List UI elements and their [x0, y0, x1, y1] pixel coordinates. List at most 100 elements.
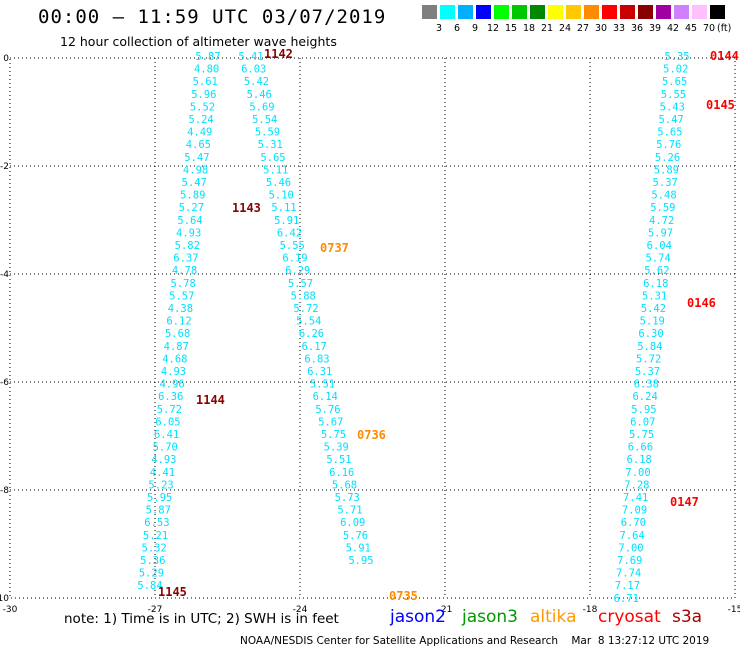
footnote: note: 1) Time is in UTC; 2) SWH is in fe… — [64, 611, 339, 627]
swh-value: 5.48 — [651, 190, 676, 202]
swh-value: 5.37 — [653, 177, 678, 189]
swh-value: 5.54 — [252, 114, 277, 126]
colorbar-unit: (ft) — [717, 23, 732, 34]
x-tick-label: -24 — [293, 605, 308, 615]
legend-s3a: s3a — [672, 607, 703, 627]
y-tick-label: 0 — [3, 54, 9, 64]
map-frame — [9, 57, 736, 599]
swh-value: 5.72 — [157, 404, 182, 416]
colorbar-label: 30 — [594, 23, 608, 34]
swh-value: 5.62 — [644, 265, 669, 277]
colorbar-swatch — [476, 5, 491, 19]
swh-value: 4.93 — [151, 454, 176, 466]
swh-value: 4.72 — [649, 215, 674, 227]
swh-value: 6.29 — [285, 265, 310, 277]
pass-time-label: 0144 — [710, 49, 739, 63]
colorbar-label: 33 — [612, 23, 626, 34]
colorbar-swatch — [656, 5, 671, 19]
y-tick-label: -4 — [0, 270, 9, 280]
swh-value: 5.89 — [180, 190, 205, 202]
colorbar-label: 15 — [504, 23, 518, 34]
swh-value: 5.73 — [335, 492, 360, 504]
colorbar-swatch — [620, 5, 635, 19]
swh-value: 4.38 — [168, 303, 193, 315]
y-tick-label: -6 — [0, 378, 9, 388]
swh-value: 5.32 — [142, 542, 167, 554]
swh-value: 5.43 — [660, 101, 685, 113]
pass-time-label: 1145 — [158, 585, 187, 599]
colorbar-label: 24 — [558, 23, 572, 34]
legend-altika: altika — [530, 607, 577, 627]
swh-value: 5.41 — [238, 51, 263, 63]
swh-value: 5.65 — [657, 127, 682, 139]
swh-value: 4.87 — [164, 341, 189, 353]
swh-value: 7.00 — [625, 467, 650, 479]
swh-value: 6.03 — [241, 64, 266, 76]
swh-value: 6.04 — [647, 240, 672, 252]
swh-value: 6.42 — [277, 227, 302, 239]
colorbar-label: 39 — [648, 23, 662, 34]
colorbar-swatch — [494, 5, 509, 19]
swh-value: 7.69 — [617, 555, 642, 567]
y-tick-label: -8 — [0, 486, 9, 496]
swh-value: 5.26 — [655, 152, 680, 164]
swh-value: 6.71 — [614, 593, 639, 605]
swh-value: 5.72 — [636, 353, 661, 365]
swh-value: 5.95 — [631, 404, 656, 416]
swh-value: 5.10 — [269, 190, 294, 202]
swh-value: 5.68 — [332, 479, 357, 491]
swh-value: 5.78 — [171, 278, 196, 290]
swh-value: 5.55 — [280, 240, 305, 252]
map-subtitle: 12 hour collection of altimeter wave hei… — [60, 34, 337, 49]
swh-value: 7.28 — [624, 479, 649, 491]
swh-value: 6.53 — [144, 517, 169, 529]
swh-value: 5.87 — [146, 505, 171, 517]
swh-value: 4.93 — [161, 366, 186, 378]
swh-value: 6.17 — [302, 341, 327, 353]
swh-value: 6.38 — [634, 379, 659, 391]
colorbar-label: 9 — [471, 23, 479, 34]
pass-time-label: 0737 — [320, 241, 349, 255]
colorbar-swatch — [440, 5, 455, 19]
swh-value: 5.46 — [247, 89, 272, 101]
swh-value: 4.93 — [176, 227, 201, 239]
y-tick-label: -10 — [0, 594, 9, 604]
swh-value: 5.61 — [193, 76, 218, 88]
swh-value: 5.65 — [662, 76, 687, 88]
pass-time-label: 0736 — [357, 428, 386, 442]
swh-value: 5.75 — [629, 429, 654, 441]
swh-value: 6.24 — [632, 391, 657, 403]
swh-value: 5.55 — [661, 89, 686, 101]
swh-value: 6.83 — [304, 353, 329, 365]
swh-value: 5.57 — [288, 278, 313, 290]
colorbar-swatch — [710, 5, 725, 19]
x-tick-label: -21 — [438, 605, 453, 615]
swh-value: 5.54 — [296, 316, 321, 328]
swh-value: 5.91 — [346, 542, 371, 554]
swh-value: 5.82 — [175, 240, 200, 252]
colorbar-label: 18 — [522, 23, 536, 34]
legend-jason2: jason2 — [390, 607, 446, 627]
swh-value: 5.64 — [177, 215, 202, 227]
swh-value: 5.46 — [266, 177, 291, 189]
swh-value: 6.70 — [621, 517, 646, 529]
swh-value: 5.11 — [263, 164, 288, 176]
swh-value: 4.65 — [186, 139, 211, 151]
swh-value: 6.18 — [627, 454, 652, 466]
swh-value: 7.74 — [616, 568, 641, 580]
colorbar-swatch — [548, 5, 563, 19]
swh-value: 4.49 — [187, 127, 212, 139]
pass-time-label: 1144 — [196, 393, 225, 407]
swh-value: 6.18 — [643, 278, 668, 290]
swh-value: 5.52 — [190, 101, 215, 113]
swh-value: 5.47 — [184, 152, 209, 164]
colorbar-swatch — [566, 5, 581, 19]
pass-time-label: 1142 — [264, 47, 293, 61]
colorbar-label: 12 — [486, 23, 500, 34]
swh-value: 5.19 — [640, 316, 665, 328]
swh-value: 6.16 — [329, 467, 354, 479]
colorbar-swatch — [692, 5, 707, 19]
pass-time-label: 1143 — [232, 201, 261, 215]
y-tick-label: -2 — [0, 162, 9, 172]
x-tick-label: -27 — [148, 605, 163, 615]
